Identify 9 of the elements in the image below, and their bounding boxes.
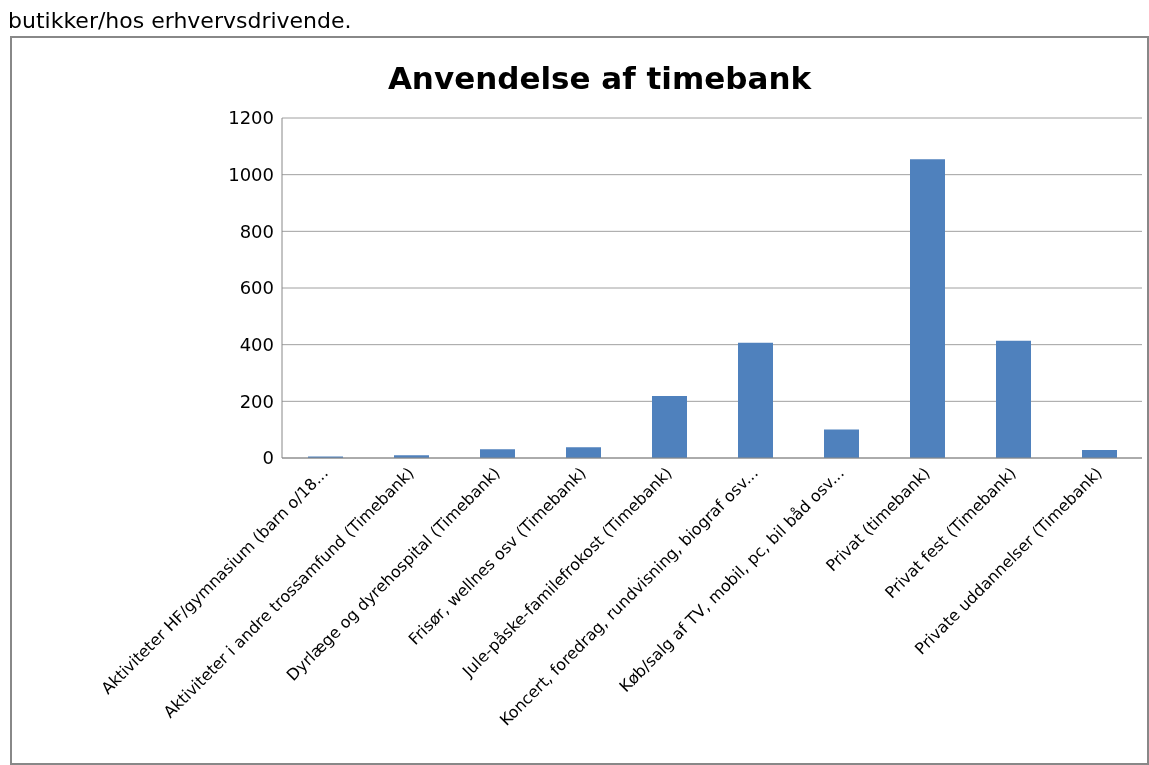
y-tick-label: 200	[239, 390, 274, 412]
chart-title: Anvendelse af timebank	[386, 60, 813, 96]
text: butikker/hos erhvervsdrivende.	[8, 8, 352, 34]
y-tick-label: 1200	[228, 107, 274, 129]
y-tick-label: 1000	[228, 164, 274, 186]
y-tick-label: 600	[239, 277, 274, 299]
y-tick-label: 800	[239, 220, 274, 242]
y-tick-label: 400	[239, 334, 274, 356]
y-tick-label: 0	[262, 447, 274, 469]
